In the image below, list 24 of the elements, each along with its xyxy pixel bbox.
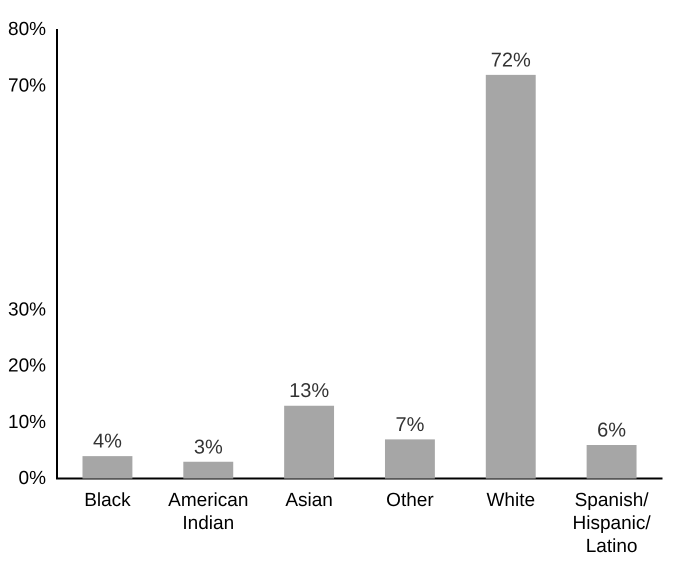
y-tick-label: 80% <box>8 19 46 40</box>
bar <box>486 74 536 479</box>
x-tick-label: Black <box>84 490 132 512</box>
y-tick-label: 70% <box>8 75 46 96</box>
data-label: 3% <box>194 436 223 458</box>
bar <box>586 444 637 479</box>
x-tick-label: White <box>486 490 536 512</box>
data-label: 4% <box>92 430 122 453</box>
x-tick-label: Asian <box>285 490 333 512</box>
y-tick-label: 0% <box>18 468 46 489</box>
y-tick-label: 30% <box>8 300 46 321</box>
bar <box>82 456 132 479</box>
x-tick-label: Spanish/Hispanic/Latino <box>572 490 652 557</box>
x-tick-label: American Indian <box>168 490 248 534</box>
data-label: 72% <box>490 49 531 72</box>
bar <box>183 462 234 479</box>
bar <box>284 406 334 479</box>
data-label: 7% <box>395 414 425 436</box>
bar <box>384 439 435 479</box>
y-tick-label: 10% <box>8 412 46 433</box>
y-tick-label: 20% <box>8 356 46 377</box>
data-label: 13% <box>289 380 330 402</box>
x-tick-label: Other <box>386 490 434 512</box>
data-label: 6% <box>597 419 626 442</box>
